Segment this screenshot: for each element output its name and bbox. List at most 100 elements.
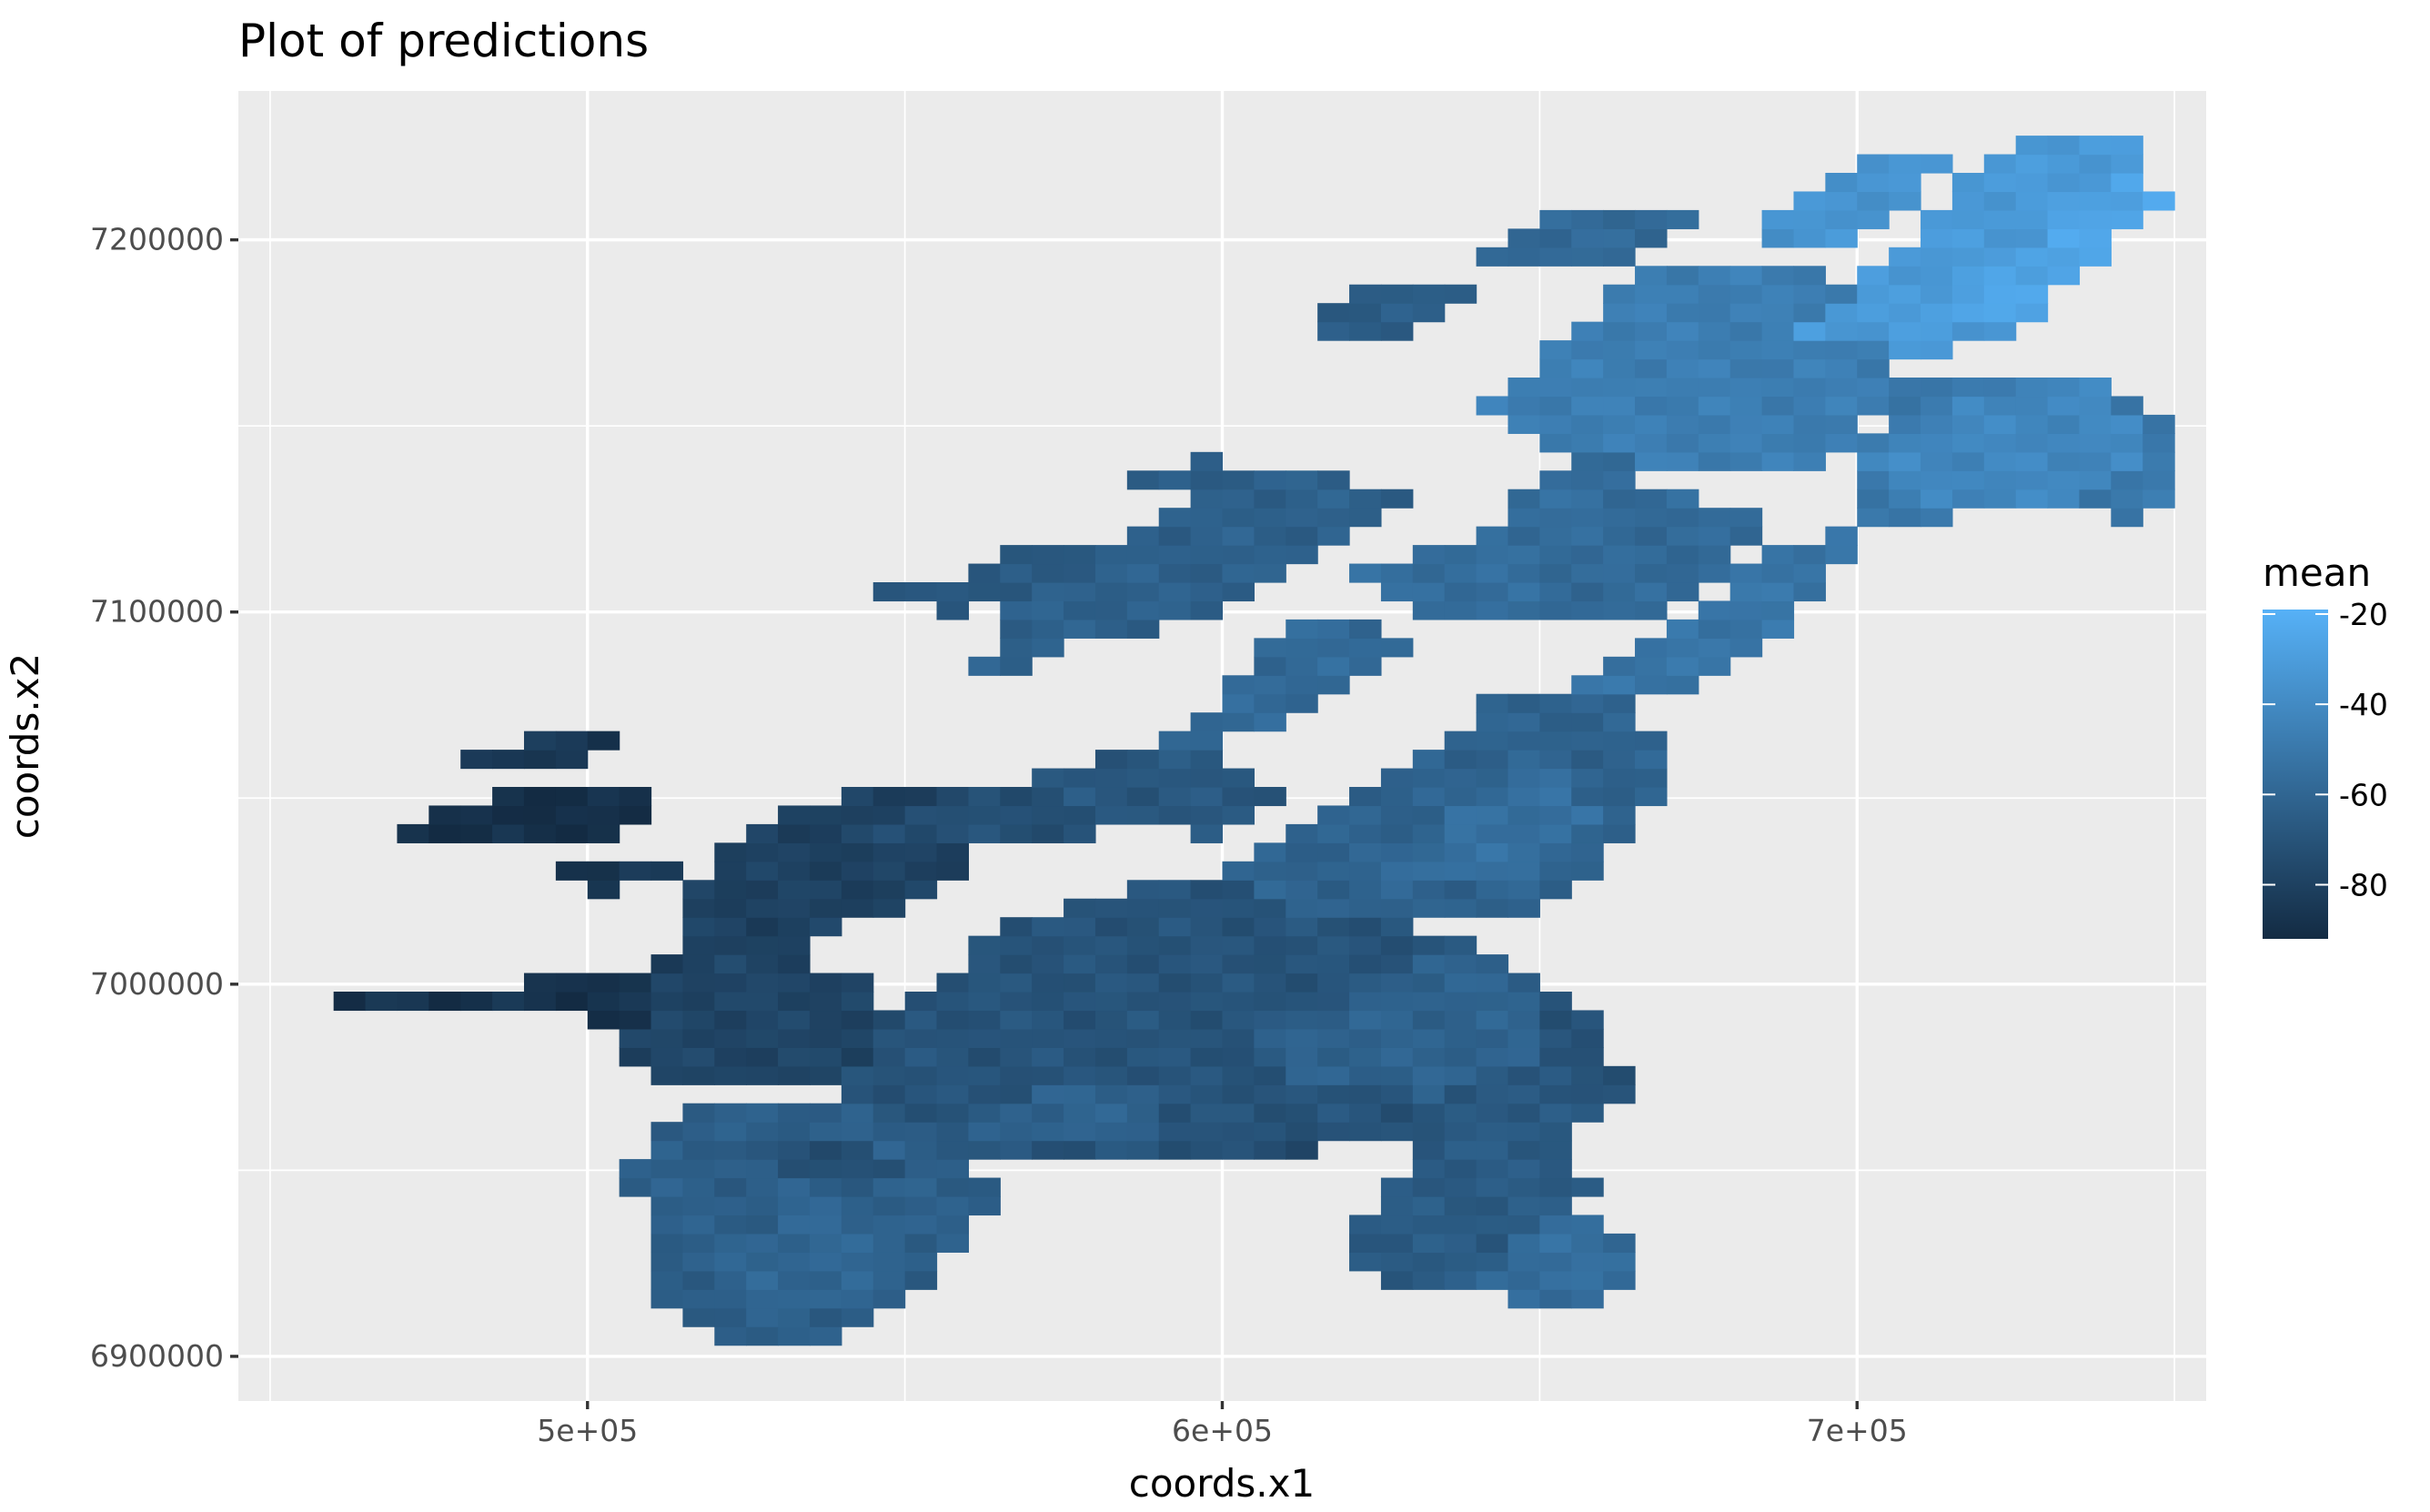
heatmap-cell	[1921, 154, 1953, 174]
heatmap-cell	[1571, 731, 1604, 751]
heatmap-cell	[1349, 1252, 1382, 1272]
heatmap-cell	[1571, 1252, 1604, 1272]
heatmap-cell	[809, 1289, 842, 1309]
heatmap-cell	[1921, 451, 1953, 471]
heatmap-cell	[1857, 154, 1890, 174]
heatmap-cell	[904, 1047, 938, 1067]
heatmap-cell	[1317, 1028, 1350, 1048]
heatmap-cell	[1126, 954, 1160, 974]
heatmap-cell	[555, 973, 589, 993]
heatmap-cell	[1889, 266, 1921, 286]
heatmap-cell	[778, 917, 811, 937]
heatmap-cell	[1094, 917, 1128, 937]
heatmap-cell	[746, 1233, 779, 1253]
heatmap-cell	[2047, 228, 2081, 248]
heatmap-cell	[1983, 470, 2017, 490]
heatmap-cell	[714, 1103, 747, 1123]
heatmap-cell	[1032, 1103, 1064, 1123]
heatmap-cell	[746, 842, 779, 862]
heatmap-cell	[1603, 675, 1636, 695]
heatmap-cell	[1349, 656, 1382, 676]
heatmap-cell	[1000, 1103, 1033, 1123]
heatmap-cell	[1921, 247, 1953, 267]
heatmap-cell	[650, 1252, 684, 1272]
heatmap-cell	[1825, 228, 1858, 248]
heatmap-cell	[1507, 880, 1540, 900]
heatmap-cell	[2015, 154, 2049, 174]
heatmap-cell	[682, 1122, 715, 1142]
heatmap-cell	[1094, 563, 1128, 583]
heatmap-cell	[1317, 823, 1350, 843]
heatmap-cell	[492, 805, 525, 825]
x-axis: 5e+05 6e+05 7e+05	[537, 1401, 1908, 1448]
heatmap-cell	[1444, 1010, 1477, 1030]
heatmap-cell	[1094, 1103, 1128, 1123]
heatmap-cell	[1126, 880, 1160, 900]
heatmap-cell	[2047, 451, 2081, 471]
heatmap-cell	[936, 973, 970, 993]
heatmap-cell	[1380, 563, 1414, 583]
heatmap-cell	[1571, 396, 1604, 416]
heatmap-cell	[1380, 582, 1414, 602]
heatmap-cell	[841, 1103, 874, 1123]
heatmap-cell	[1254, 693, 1286, 713]
heatmap-cell	[1476, 787, 1509, 807]
heatmap-cell	[1603, 378, 1636, 398]
heatmap-cell	[1349, 1215, 1382, 1235]
heatmap-cell	[619, 787, 652, 807]
heatmap-cell	[809, 1103, 842, 1123]
heatmap-cell	[1380, 805, 1414, 825]
heatmap-cell	[1222, 1140, 1255, 1160]
heatmap-cell	[1349, 1010, 1382, 1030]
heatmap-cell	[1317, 917, 1350, 937]
heatmap-cell	[968, 1084, 1001, 1104]
heatmap-cell	[2047, 414, 2081, 434]
heatmap-cell	[1476, 731, 1509, 751]
heatmap-cell	[555, 805, 589, 825]
heatmap-cell	[1921, 340, 1953, 360]
heatmap-cell	[1317, 675, 1350, 695]
heatmap-cell	[1254, 787, 1286, 807]
heatmap-cell	[682, 1047, 715, 1067]
heatmap-cell	[1126, 898, 1160, 918]
heatmap-cell	[2079, 414, 2112, 434]
heatmap-cell	[2079, 209, 2112, 229]
heatmap-cell	[1889, 173, 1921, 193]
heatmap-cell	[1286, 973, 1318, 993]
heatmap-cell	[1412, 1122, 1446, 1142]
heatmap-cell	[1951, 228, 1985, 248]
heatmap-cell	[2143, 470, 2175, 490]
heatmap-cell	[1349, 917, 1382, 937]
heatmap-cell	[968, 787, 1001, 807]
heatmap-cell	[1571, 582, 1604, 602]
heatmap-cell	[1094, 1084, 1128, 1104]
heatmap-cell	[1126, 1122, 1160, 1142]
heatmap-cell	[1000, 1065, 1033, 1085]
heatmap-cell	[1857, 358, 1890, 378]
heatmap-cell	[778, 861, 811, 881]
heatmap-cell	[2079, 489, 2112, 509]
heatmap-cell	[1857, 433, 1890, 453]
heatmap-cell	[1603, 545, 1636, 565]
heatmap-cell	[904, 1252, 938, 1272]
heatmap-cell	[1064, 805, 1096, 825]
x-axis-title: coords.x1	[1129, 1461, 1315, 1506]
heatmap-cell	[1444, 787, 1477, 807]
heatmap-cell	[904, 582, 938, 602]
heatmap-cell	[1000, 545, 1033, 565]
heatmap-cell	[1317, 1065, 1350, 1085]
y-axis-title: coords.x2	[3, 653, 47, 839]
heatmap-cell	[1793, 396, 1826, 416]
heatmap-cell	[1190, 1028, 1224, 1048]
heatmap-cell	[1603, 284, 1636, 304]
heatmap-cell	[523, 787, 557, 807]
heatmap-cell	[1190, 935, 1224, 955]
heatmap-cell	[1571, 861, 1604, 881]
heatmap-cell	[936, 1028, 970, 1048]
heatmap-cell	[1380, 992, 1414, 1012]
heatmap-cell	[1254, 1010, 1286, 1030]
heatmap-cell	[2047, 396, 2081, 416]
heatmap-cell	[1222, 973, 1255, 993]
heatmap-cell	[746, 1196, 779, 1216]
heatmap-cell	[872, 1159, 906, 1179]
